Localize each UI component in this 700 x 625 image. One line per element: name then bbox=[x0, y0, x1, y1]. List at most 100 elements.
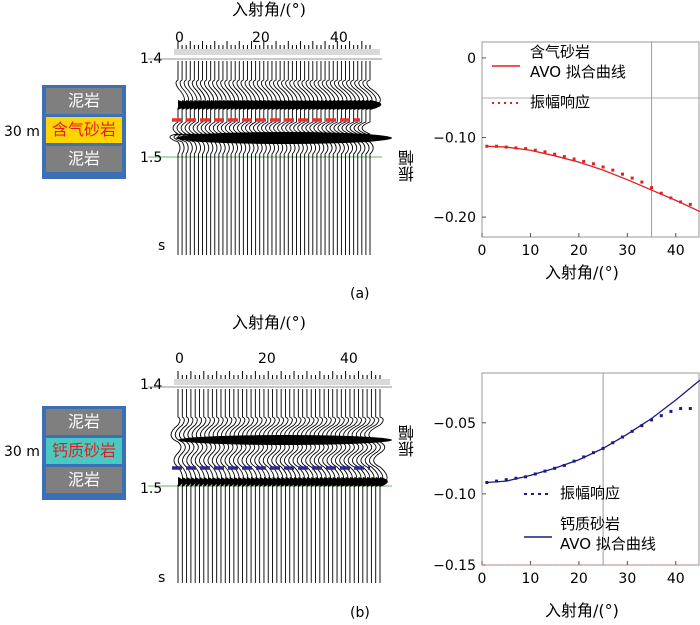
time-unit: s bbox=[158, 238, 166, 254]
chart-ylabel: 振幅 bbox=[398, 425, 417, 457]
seismic-trace bbox=[271, 389, 288, 583]
chart-xlabel: 入射角/(°) bbox=[545, 601, 619, 620]
series-point bbox=[679, 407, 683, 411]
caption: (b) bbox=[350, 605, 370, 621]
series-point bbox=[650, 186, 654, 190]
avo-chart-a: 0 10 20 30 40 0 −0.10 −0.20 bbox=[433, 41, 700, 259]
x-tick-label: 40 bbox=[667, 571, 685, 587]
gather-xtick: 0 bbox=[175, 30, 184, 46]
seismic-trace bbox=[185, 61, 202, 255]
thickness-label: 30 m bbox=[4, 444, 40, 460]
trace-fill bbox=[370, 100, 382, 110]
series-point bbox=[669, 196, 673, 200]
series-point bbox=[659, 191, 663, 195]
trace-fill bbox=[380, 477, 388, 487]
x-tick-label: 0 bbox=[478, 243, 487, 259]
seismic-trace bbox=[280, 389, 297, 583]
series-point bbox=[679, 200, 683, 204]
seismic-trace bbox=[261, 61, 281, 255]
seismic-trace bbox=[269, 61, 290, 255]
seismic-trace bbox=[246, 389, 262, 583]
seismic-trace bbox=[191, 389, 205, 583]
seismic-trace bbox=[313, 389, 331, 583]
series-line bbox=[486, 145, 700, 213]
seismic-trace bbox=[296, 389, 314, 583]
seismic-trace bbox=[241, 61, 260, 255]
x-tick-label: 30 bbox=[618, 571, 636, 587]
seismic-trace bbox=[265, 61, 285, 255]
seismic-trace bbox=[193, 61, 210, 255]
seismic-trace bbox=[322, 389, 340, 583]
trace-fill bbox=[212, 477, 218, 487]
trace-fill bbox=[203, 477, 210, 487]
panel-a: 0 10 20 30 40 0 −0.10 −0.20 入射角/(°) 0 20 40 1.4… bbox=[0, 0, 700, 312]
seismic-trace bbox=[360, 389, 379, 583]
series-point bbox=[524, 147, 528, 151]
series-point bbox=[495, 144, 499, 148]
seismic-trace bbox=[173, 61, 190, 255]
series-point bbox=[659, 414, 663, 418]
seismic-trace bbox=[347, 389, 366, 583]
chart-xlabel: 入射角/(°) bbox=[545, 263, 619, 282]
seismic-trace bbox=[237, 61, 256, 255]
seismic-trace bbox=[258, 389, 275, 583]
strong-event bbox=[178, 435, 392, 445]
seismic-trace bbox=[292, 389, 310, 583]
layer-shale-top: 泥岩 bbox=[46, 409, 122, 435]
seismic-trace bbox=[183, 389, 197, 583]
seismic-trace bbox=[195, 389, 210, 583]
trace-fill bbox=[225, 477, 231, 487]
seismic-trace bbox=[212, 389, 227, 583]
series-point bbox=[514, 146, 518, 150]
layer-shale-top: 泥岩 bbox=[46, 88, 122, 114]
layer-target: 钙质砂岩 bbox=[46, 438, 122, 464]
series-point bbox=[495, 479, 499, 483]
seismic-trace bbox=[187, 389, 201, 583]
trace-fill bbox=[208, 477, 214, 487]
panel-b-canvas: 0 10 20 30 40 −0.05 −0.10 −0.15 bbox=[148, 371, 700, 587]
seismic-trace bbox=[177, 61, 194, 255]
layer-shale-bottom: 泥岩 bbox=[46, 467, 122, 493]
y-tick-label: −0.20 bbox=[433, 210, 476, 226]
series-point bbox=[591, 162, 595, 166]
seismic-trace bbox=[174, 389, 188, 583]
seismic-trace bbox=[178, 389, 192, 583]
series-point bbox=[688, 202, 692, 206]
series-point bbox=[630, 176, 634, 180]
seismic-trace bbox=[253, 61, 273, 255]
time-unit: s bbox=[158, 570, 166, 586]
y-tick-label: −0.10 bbox=[433, 131, 476, 147]
series-point bbox=[640, 180, 644, 184]
seismic-trace bbox=[237, 389, 253, 583]
seismic-trace bbox=[326, 389, 345, 583]
legend-entry: 钙质砂岩 bbox=[560, 515, 621, 533]
seismic-trace bbox=[343, 389, 362, 583]
seismic-trace bbox=[225, 61, 244, 255]
series-point bbox=[572, 157, 576, 161]
plot-area bbox=[481, 41, 700, 238]
x-tick-label: 20 bbox=[570, 243, 588, 259]
series-point bbox=[553, 152, 557, 156]
y-tick-label: 0 bbox=[467, 51, 476, 67]
trace-fill bbox=[195, 477, 201, 487]
seismic-trace bbox=[221, 389, 236, 583]
gather-xlabel: 入射角/(°) bbox=[232, 0, 306, 19]
seismic-trace bbox=[364, 389, 384, 583]
time-tick: 1.4 bbox=[140, 51, 163, 67]
panel-a-canvas: 0 10 20 30 40 0 −0.10 −0.20 bbox=[148, 41, 700, 259]
seismic-trace bbox=[229, 389, 244, 583]
seismic-trace bbox=[233, 61, 252, 255]
seismic-trace bbox=[352, 61, 377, 255]
seismic-trace bbox=[275, 389, 292, 583]
series-point bbox=[533, 148, 537, 152]
seismic-trace bbox=[254, 389, 271, 583]
seismic-trace bbox=[267, 389, 284, 583]
seismic-trace bbox=[229, 61, 248, 255]
seismic-trace bbox=[273, 61, 294, 255]
seismic-trace bbox=[216, 389, 231, 583]
caption: (a) bbox=[350, 286, 370, 302]
gather-a bbox=[148, 41, 392, 255]
seismic-trace bbox=[288, 389, 305, 583]
legend-entry: AVO 拟合曲线 bbox=[560, 535, 656, 553]
seismic-trace bbox=[208, 389, 223, 583]
